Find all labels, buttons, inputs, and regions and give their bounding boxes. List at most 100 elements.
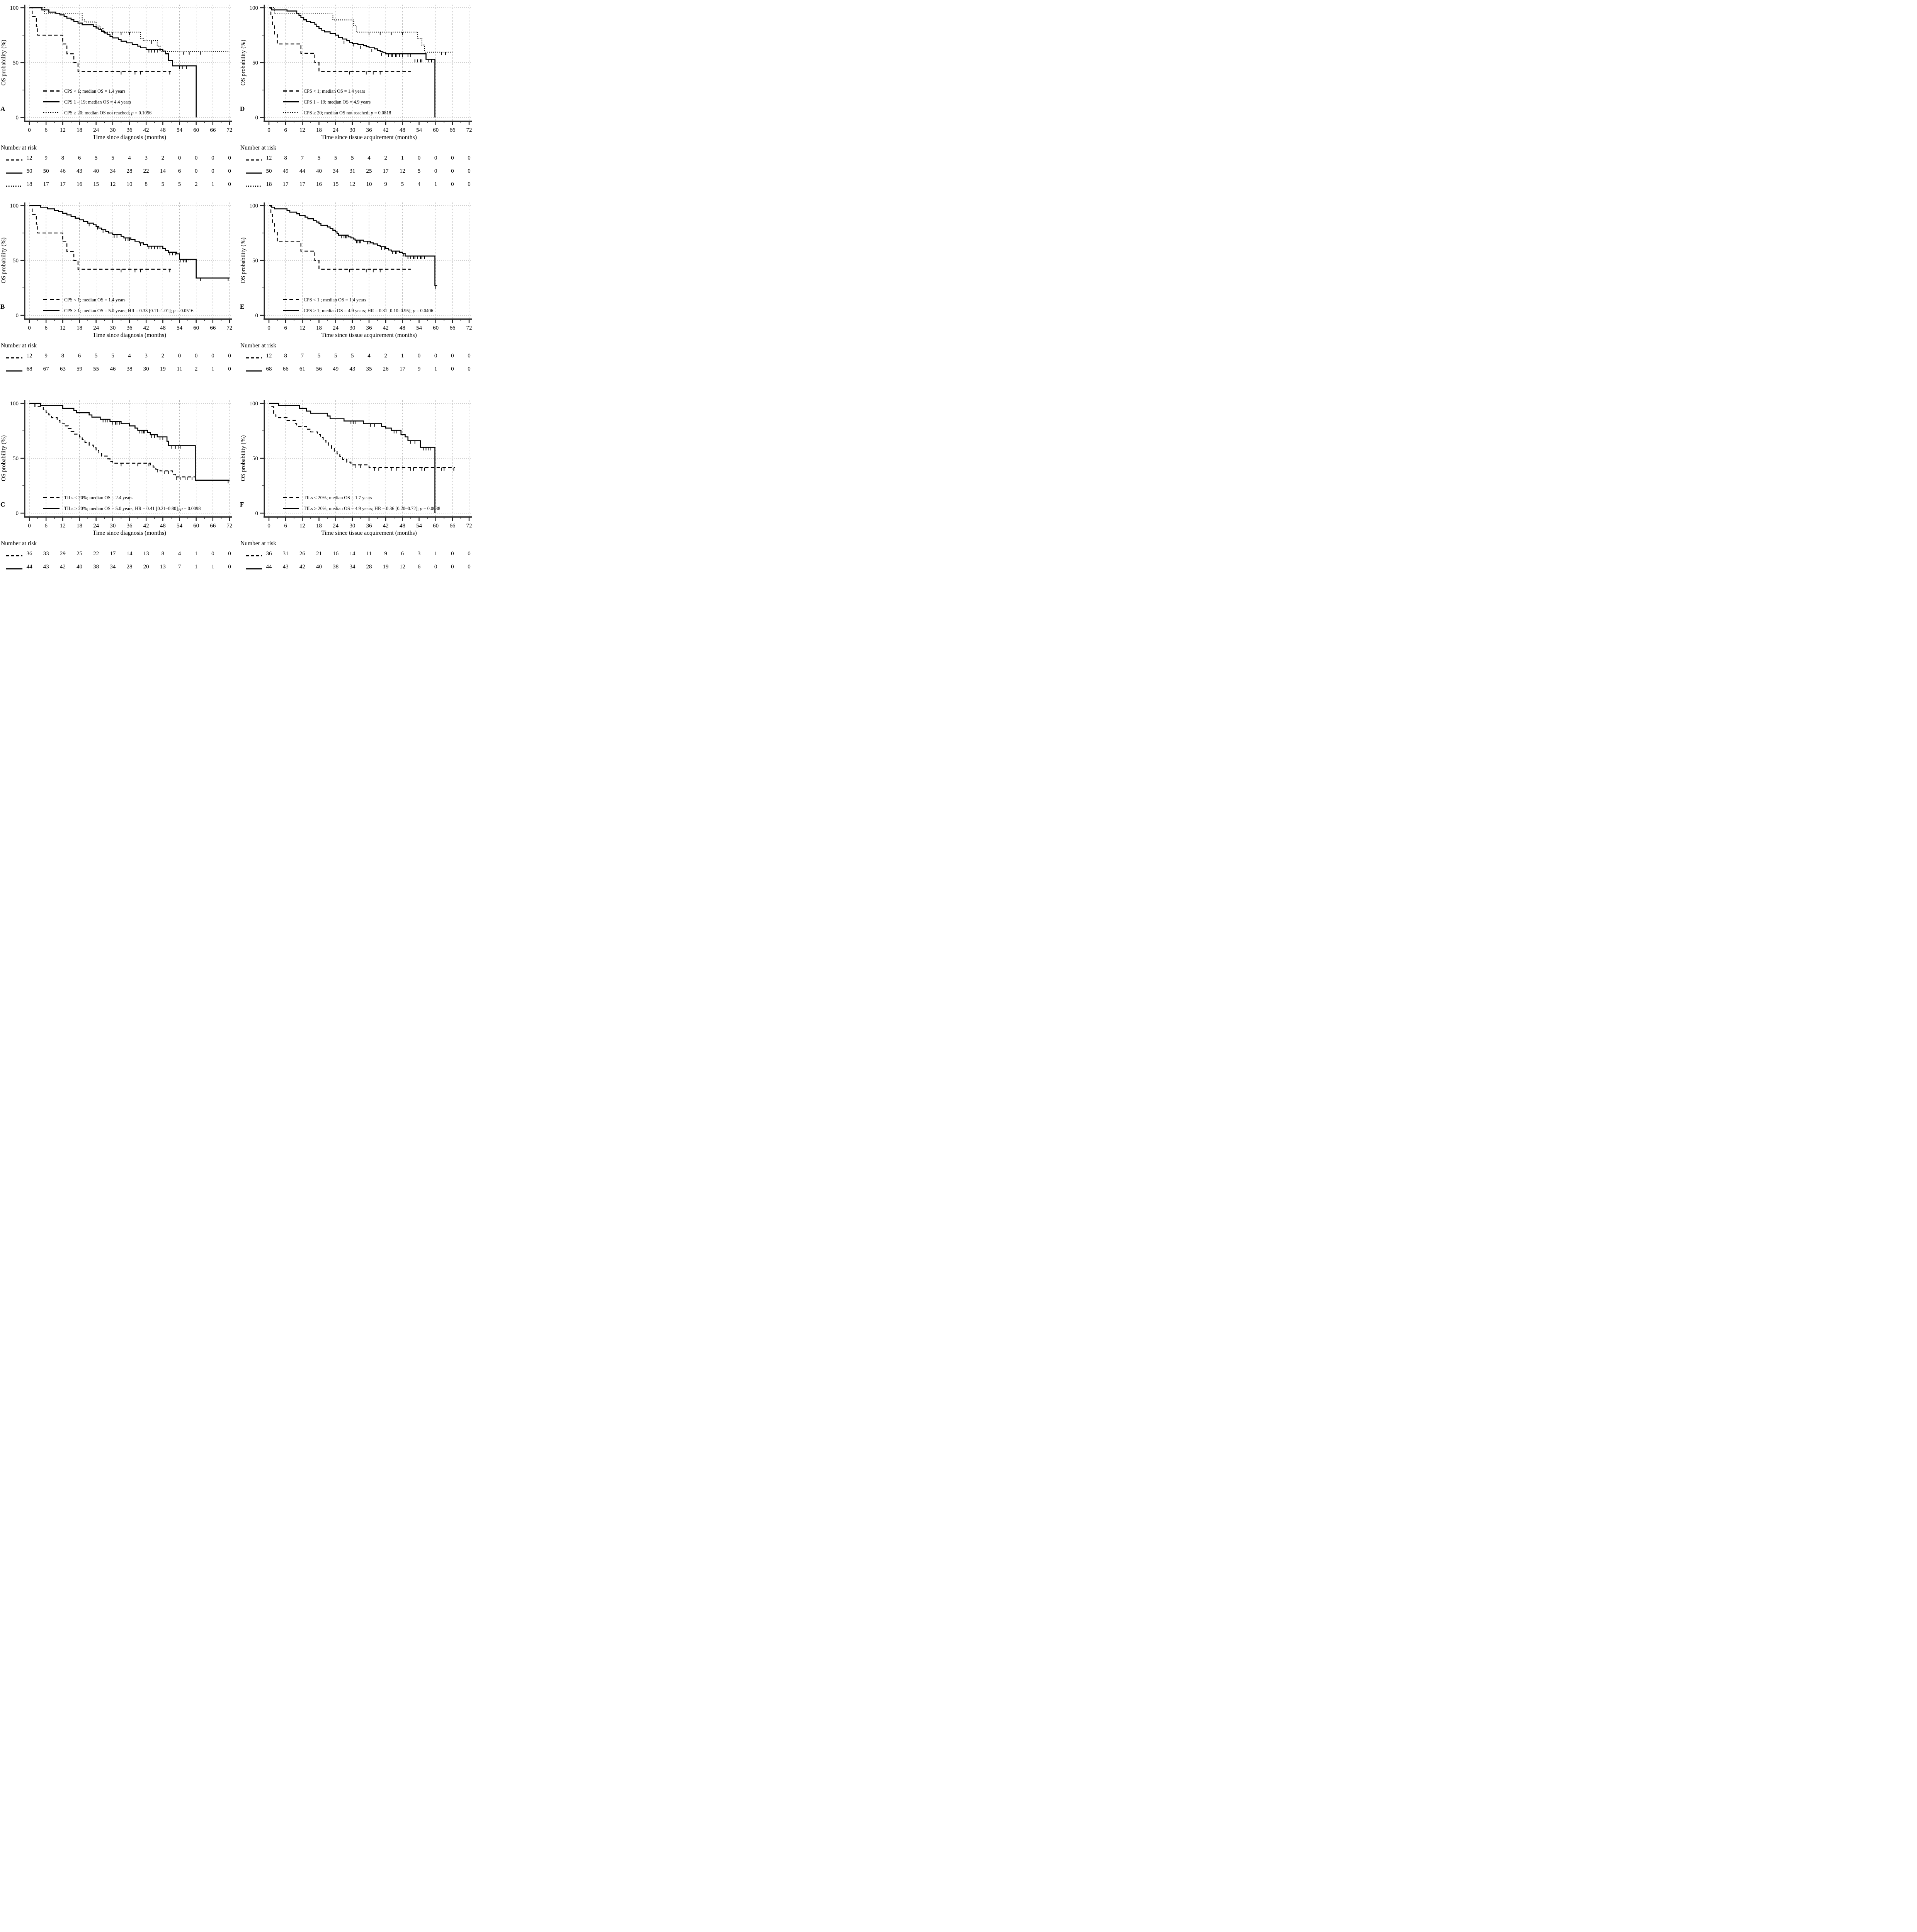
panel-letter-B: B: [0, 303, 5, 310]
panel-D: 0 6 12 18 24 30 36 42 48 54 60 66 72 0 50 100 OS probabi…: [240, 2, 479, 199]
risk-count: 0: [451, 564, 454, 570]
svg-text:36: 36: [127, 325, 133, 331]
svg-text:54: 54: [177, 523, 183, 529]
risk-count: 0: [451, 168, 454, 174]
svg-text:6: 6: [44, 523, 48, 529]
svg-text:48: 48: [400, 523, 405, 529]
svg-text:66: 66: [449, 325, 456, 331]
risk-count: 1: [401, 155, 404, 161]
km-plot-E: 0 6 12 18 24 30 36 42 48 54 60 66 72 0 50 100 OS probabi…: [240, 202, 472, 331]
svg-text:12: 12: [60, 325, 66, 331]
svg-text:42: 42: [383, 325, 389, 331]
svg-text:24: 24: [93, 523, 99, 529]
plot-area-A: 0 6 12 18 24 30 36 42 48 54 60 66 72 0 50 100 OS probabi…: [0, 2, 240, 134]
svg-text:CPS 1 – 19; median OS = 4.9 ye: CPS 1 – 19; median OS = 4.9 years: [304, 99, 371, 105]
risk-count: 44: [299, 168, 305, 174]
risk-count: 0: [468, 353, 471, 359]
svg-text:TILs < 20%; median OS = 1.7 ye: TILs < 20%; median OS = 1.7 years: [304, 495, 372, 500]
risk-count: 5: [351, 155, 354, 161]
risk-row-line-swatch: [6, 159, 22, 161]
svg-text:30: 30: [110, 127, 116, 133]
risk-count: 44: [266, 564, 272, 570]
risk-count: 9: [384, 181, 387, 187]
risk-count: 1: [401, 353, 404, 359]
risk-row-line-swatch: [6, 568, 22, 570]
risk-row-line-swatch: [246, 568, 262, 570]
risk-count: 8: [145, 181, 148, 187]
svg-text:50: 50: [252, 60, 258, 66]
svg-text:CPS ≥ 1; median OS = 5.0 years: CPS ≥ 1; median OS = 5.0 years; HR = 0.3…: [64, 308, 194, 313]
x-axis-label-F: Time since tissue acquirement (months): [321, 530, 417, 536]
panel-F: 0 6 12 18 24 30 36 42 48 54 60 66 72 0 50 100 OS probabi…: [240, 397, 479, 595]
risk-count: 0: [228, 564, 231, 570]
risk-count: 14: [349, 551, 356, 557]
risk-count: 34: [110, 564, 116, 570]
risk-count: 34: [349, 564, 356, 570]
svg-text:66: 66: [449, 523, 456, 529]
svg-text:60: 60: [433, 523, 439, 529]
x-axis-label-A: Time since diagnosis (months): [92, 134, 167, 141]
risk-count: 9: [384, 551, 387, 557]
risk-count: 1: [194, 564, 198, 570]
risk-count: 33: [43, 551, 49, 557]
risk-count: 22: [143, 168, 149, 174]
risk-count: 29: [60, 551, 66, 557]
risk-count: 25: [366, 168, 372, 174]
risk-count: 0: [178, 353, 181, 359]
svg-text:72: 72: [466, 523, 472, 529]
risk-count: 7: [301, 353, 304, 359]
panel-letter-A: A: [0, 105, 5, 112]
risk-count: 16: [333, 551, 339, 557]
svg-text:12: 12: [60, 127, 66, 133]
svg-text:48: 48: [400, 127, 405, 133]
risk-count: 43: [282, 564, 289, 570]
svg-text:30: 30: [349, 523, 355, 529]
risk-count: 3: [417, 551, 421, 557]
risk-count: 19: [383, 564, 389, 570]
risk-count: 43: [77, 168, 82, 174]
svg-text:54: 54: [416, 325, 422, 331]
risk-count: 0: [228, 181, 231, 187]
risk-count: 5: [351, 353, 354, 359]
risk-count: 0: [468, 168, 471, 174]
svg-text:OS probability (%): OS probability (%): [0, 40, 7, 86]
plot-area-C: 0 6 12 18 24 30 36 42 48 54 60 66 72 0 50 100 OS probabi…: [0, 397, 240, 529]
risk-count: 6: [417, 564, 421, 570]
risk-count: 18: [266, 181, 272, 187]
svg-text:72: 72: [227, 523, 233, 529]
x-axis-label-B: Time since diagnosis (months): [92, 332, 167, 338]
risk-count: 43: [349, 366, 356, 372]
svg-text:TILs < 20%; median OS = 2.4 ye: TILs < 20%; median OS = 2.4 years: [64, 495, 133, 500]
svg-text:CPS ≥ 20; median OS not reache: CPS ≥ 20; median OS not reached; p = 0.1…: [64, 110, 151, 116]
risk-count: 19: [160, 366, 166, 372]
svg-text:6: 6: [284, 523, 287, 529]
km-plot-B: 0 6 12 18 24 30 36 42 48 54 60 66 72 0 50 100 OS probabi…: [0, 202, 233, 331]
risk-count: 13: [160, 564, 166, 570]
panel-C: 0 6 12 18 24 30 36 42 48 54 60 66 72 0 50 100 OS probabi…: [0, 397, 240, 595]
risk-table-header-A: Number at risk: [1, 145, 37, 151]
risk-count: 11: [366, 551, 372, 557]
km-plot-C: 0 6 12 18 24 30 36 42 48 54 60 66 72 0 50 100 OS probabi…: [0, 400, 233, 529]
risk-count: 10: [126, 181, 133, 187]
svg-text:0: 0: [255, 115, 259, 121]
panel-E: 0 6 12 18 24 30 36 42 48 54 60 66 72 0 50 100 OS probabi…: [240, 199, 479, 397]
svg-text:OS probability (%): OS probability (%): [240, 40, 247, 86]
risk-count: 0: [434, 353, 437, 359]
svg-text:TILs ≥ 20%; median OS = 4.9 ye: TILs ≥ 20%; median OS = 4.9 years; HR = …: [304, 506, 440, 511]
risk-count: 25: [77, 551, 82, 557]
risk-row-line-swatch: [246, 555, 262, 556]
svg-text:6: 6: [44, 325, 48, 331]
svg-text:OS probability (%): OS probability (%): [0, 238, 7, 284]
svg-text:0: 0: [28, 325, 31, 331]
risk-count: 0: [211, 551, 214, 557]
risk-count: 5: [317, 155, 321, 161]
risk-count: 43: [43, 564, 49, 570]
risk-count: 21: [316, 551, 322, 557]
svg-text:42: 42: [143, 325, 149, 331]
risk-count: 11: [177, 366, 182, 372]
risk-row-line-swatch: [246, 159, 262, 161]
risk-count: 68: [26, 366, 32, 372]
risk-count: 22: [93, 551, 99, 557]
svg-text:48: 48: [400, 325, 405, 331]
svg-text:100: 100: [10, 203, 19, 209]
